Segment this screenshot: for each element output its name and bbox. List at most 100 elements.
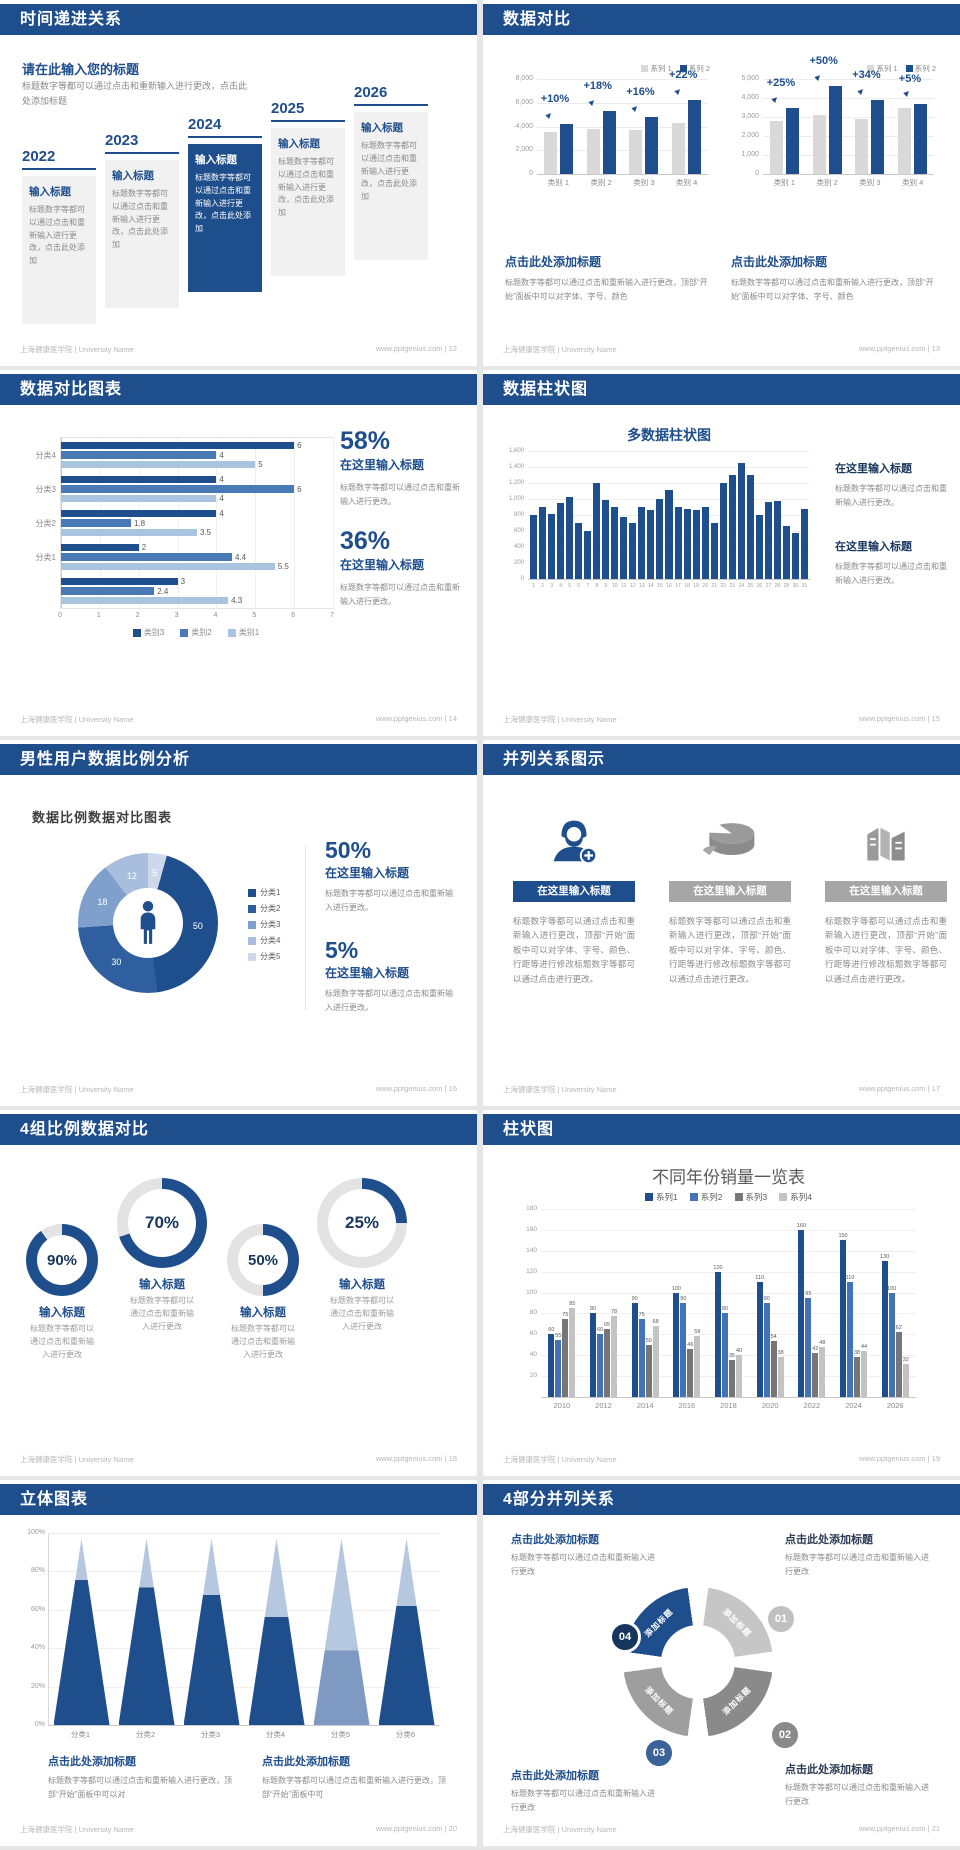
card-body: 标题数字等都可以通过点击和重新输入进行更改，点击此处添加 xyxy=(361,141,417,202)
footer-left: 上海健康医学院 | University Name xyxy=(503,1085,617,1094)
parallel-column[interactable]: 在这里输入标题 标题数字等都可以通过点击和重新输入进行更改，顶部“开始”面板中可以… xyxy=(513,805,635,986)
bar-value: 4.3 xyxy=(231,596,243,605)
gridline xyxy=(541,1229,916,1231)
y-tick-label: 1,200 xyxy=(508,480,524,486)
bar xyxy=(530,515,538,579)
timeline-card[interactable]: 2023 输入标题 标题数字等都可以通过点击和重新输入进行更改，点击此处添加 xyxy=(105,132,179,308)
slide-parallel-items[interactable]: 并列关系图示 在这里输入标题 标题数字等都可以通过点击和重新输入进行更改，顶部“开… xyxy=(483,740,960,1106)
x-tick-label: 10 xyxy=(612,583,618,589)
plot-area: 180 160 140 120 100 80 60 40 20 60 55 75 85 80 60 65 78 9… xyxy=(526,1205,916,1398)
slide-multi-bar[interactable]: 数据柱状图 多数据柱状图 1,600 1,400 1,200 1,000 800 600 40… xyxy=(483,370,960,736)
gridline xyxy=(528,483,810,484)
y-tick-label: 180 xyxy=(526,1205,537,1212)
slide-content: 数据比例数据对比图表 5 50 30 18 12 分类1 分类2 分类3 分类4 分类5 50% 在这里… xyxy=(0,775,477,1106)
x-tick-label: 15 xyxy=(657,583,663,589)
bar-group: +18% ▶ xyxy=(580,79,623,174)
chart-title: 不同年份销量一览表 xyxy=(652,1168,805,1187)
timeline-card-box: 输入标题 标题数字等都可以通过点击和重新输入进行更改，点击此处添加 xyxy=(188,144,262,292)
gridline xyxy=(333,438,334,608)
legend-swatch xyxy=(867,65,875,72)
bar-wrap: 110 xyxy=(755,1275,764,1397)
bar xyxy=(629,523,637,579)
slide-cycle-4part[interactable]: 4部分并列关系 添加标题 添加标题 添加标题 添加标题 01 02 03 04 点击此处添加标题… xyxy=(483,1480,960,1846)
timeline-card[interactable]: 2024 输入标题 标题数字等都可以通过点击和重新输入进行更改，点击此处添加 xyxy=(188,116,262,292)
arc-label: 添加标题 xyxy=(721,1607,753,1639)
bar-value: 46 xyxy=(687,1341,694,1348)
bar-group: 100 90 46 58 xyxy=(666,1209,708,1397)
slide-data-compare[interactable]: 数据对比 系列 1 系列 2 8,000 6,000 4,000 2,000 0 +10% ▶ +… xyxy=(483,0,960,366)
footer-page: www.pptgenius.com | 20 xyxy=(375,1824,457,1833)
timeline-card-box: 输入标题 标题数字等都可以通过点击和重新输入进行更改，点击此处添加 xyxy=(354,112,428,260)
timeline-card[interactable]: 2022 输入标题 标题数字等都可以通过点击和重新输入进行更改，点击此处添加 xyxy=(22,148,96,324)
y-tick-label: 0 xyxy=(520,576,524,582)
x-tick-label: 21 xyxy=(711,583,717,589)
x-tick-label: 2020 xyxy=(761,1401,779,1410)
bar xyxy=(61,494,217,503)
bar-series2 xyxy=(914,103,928,174)
y-tick-label: 600 xyxy=(513,528,524,534)
gridline xyxy=(537,79,708,80)
bar-value: 6 xyxy=(297,441,302,450)
chart-title: 数据比例数据对比图表 xyxy=(32,810,173,825)
ring-heading: 输入标题 xyxy=(39,1307,85,1319)
bar xyxy=(683,508,691,579)
bar-group: +34% ▶ xyxy=(849,69,892,174)
slide-pyramid-chart[interactable]: 立体图表 100% 80% 60% 40% 20% 0% 分类1 分类2 分类3 分类4 分类5 分类… xyxy=(0,1480,477,1846)
slide-timeline[interactable]: 时间递进关系 请在此输入您的标题 标题数字等都可以通过点击和重新输入进行更改，点击… xyxy=(0,0,477,366)
stat-body: 标题数字等都可以通过点击和重新输入进行更改。 xyxy=(340,483,460,507)
legend-label: 分类2 xyxy=(260,904,281,913)
slide-footer: 上海健康医学院 | University Name www.pptgenius.c… xyxy=(503,1454,940,1465)
parallel-column[interactable]: 在这里输入标题 标题数字等都可以通过点击和重新输入进行更改，顶部“开始”面板中可以… xyxy=(669,805,791,986)
legend-swatch xyxy=(641,65,649,72)
footer-page: www.pptgenius.com | 15 xyxy=(858,714,940,723)
bar-line: 2.4 xyxy=(61,587,333,596)
parallel-column[interactable]: 在这里输入标题 标题数字等都可以通过点击和重新输入进行更改，顶部“开始”面板中可以… xyxy=(825,805,947,986)
x-tick-label: 14 xyxy=(648,583,654,589)
block-heading: 点击此处添加标题 xyxy=(511,1770,599,1782)
bar xyxy=(737,463,745,579)
slide-ring-compare[interactable]: 4组比例数据对比 90% 输入标题 标题数字等都可以通过点击和重新输入进行更改 70%… xyxy=(0,1110,477,1476)
bar xyxy=(61,451,217,459)
x-tick-label: 6 xyxy=(291,612,296,619)
bar-group: +50% ▶ xyxy=(806,55,849,174)
timeline-card[interactable]: 2025 输入标题 标题数字等都可以通过点击和重新输入进行更改，点击此处添加 xyxy=(271,100,345,276)
card-heading: 输入标题 xyxy=(278,138,320,150)
y-tick-label: 40 xyxy=(529,1351,537,1359)
y-tick-label: 2,000 xyxy=(741,132,759,139)
text-block: 点击此处添加标题 标题数字等都可以通过点击和重新输入进行更改 xyxy=(511,1767,661,1814)
gridline xyxy=(541,1209,916,1210)
timeline-card[interactable]: 2026 输入标题 标题数字等都可以通过点击和重新输入进行更改，点击此处添加 xyxy=(354,84,428,260)
column-title-bar: 在这里输入标题 xyxy=(669,881,791,902)
bar-series1 xyxy=(769,120,783,174)
footer-left: 上海健康医学院 | University Name xyxy=(20,1825,134,1834)
bar xyxy=(729,1360,736,1397)
x-tick-label: 1 xyxy=(96,612,101,619)
bar xyxy=(798,1229,805,1397)
bar-wrap: 80 xyxy=(590,1306,596,1397)
card-body: 标题数字等都可以通过点击和重新输入进行更改，点击此处添加 xyxy=(112,189,168,250)
bar-value: 150 xyxy=(838,1233,848,1240)
legend-item: 类别2 xyxy=(180,627,212,638)
ring-percent: 25% xyxy=(328,1189,396,1257)
slide-donut-analysis[interactable]: 男性用户数据比例分析 数据比例数据对比图表 5 50 30 18 12 分类1 分类2 分类3 分… xyxy=(0,740,477,1106)
stat-block: 36% 在这里输入标题 标题数字等都可以通过点击和重新输入进行更改。 xyxy=(340,527,465,610)
x-tick-label: 2024 xyxy=(845,1401,862,1410)
bar-wrap: 46 xyxy=(687,1342,693,1397)
footer-page: www.pptgenius.com | 14 xyxy=(375,714,457,723)
slide-hbar-chart[interactable]: 数据对比图表 6 4 5 4 6 4 4 1.8 3.5 2 4.4 5.5 3 2.4 4.3 分类4 分类3… xyxy=(0,370,477,736)
x-tick-label: 分类1 xyxy=(70,1730,91,1739)
x-tick-label: 2012 xyxy=(595,1401,612,1410)
chart-title: 多数据柱状图 xyxy=(627,427,711,443)
slide-content: 不同年份销量一览表 系列1 系列2 系列3 系列4 180 160 140 120 100 80 60… xyxy=(483,1145,960,1476)
legend-swatch xyxy=(689,1193,698,1201)
x-tick-label: 2 xyxy=(541,583,544,589)
bar-value: 68 xyxy=(652,1318,659,1325)
slide-grouped-bar[interactable]: 柱状图 不同年份销量一览表 系列1 系列2 系列3 系列4 180 160 140 120 100… xyxy=(483,1110,960,1476)
bar-value: 110 xyxy=(845,1275,855,1282)
bar-wrap: 78 xyxy=(611,1309,617,1397)
bar xyxy=(61,485,295,493)
gridline xyxy=(763,155,934,156)
x-tick-label: 分类2 xyxy=(135,1730,156,1739)
text-block: 点击此处添加标题 标题数字等都可以通过点击和重新输入进行更改 xyxy=(511,1531,661,1578)
y-tick-label: 800 xyxy=(513,512,524,518)
